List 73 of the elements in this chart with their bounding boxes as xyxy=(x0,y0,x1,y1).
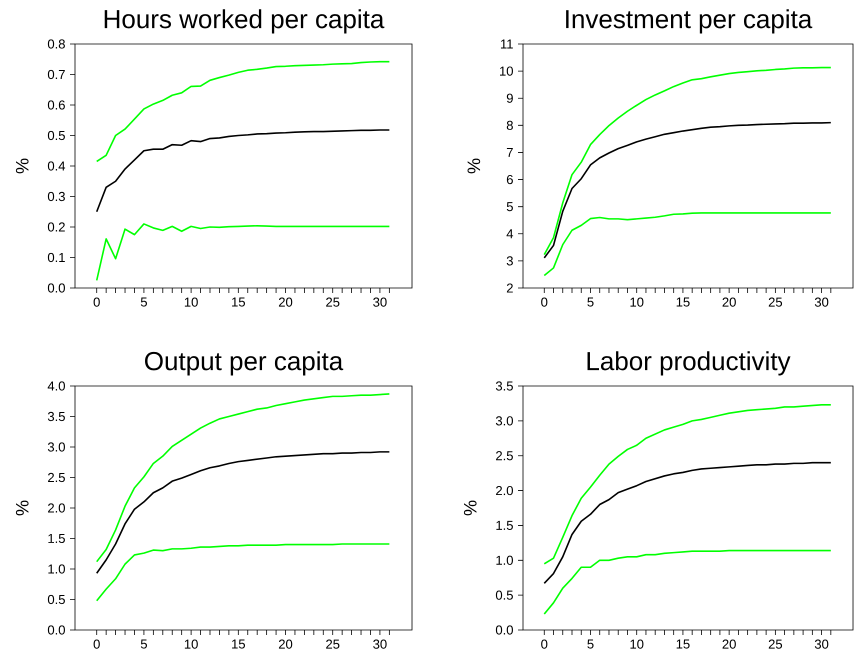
x-tick-label: 5 xyxy=(587,298,594,307)
y-tick-label: 10 xyxy=(500,66,513,76)
x-tick-label: 15 xyxy=(232,640,245,649)
x-tick-label: 30 xyxy=(373,298,387,307)
y-tick-label: 0.8 xyxy=(48,39,65,49)
y-tick-label: 0.4 xyxy=(48,161,66,171)
x-tick-label: 25 xyxy=(326,640,340,649)
y-tick-label: 0.2 xyxy=(48,222,65,232)
chart-title: Investment per capita xyxy=(566,9,812,34)
y-tick-label: 0.5 xyxy=(48,594,65,604)
x-tick-label: 0 xyxy=(541,640,548,649)
y-tick-label: 0.1 xyxy=(48,252,65,262)
x-tick-label: 25 xyxy=(768,640,782,649)
x-tick-label: 25 xyxy=(768,298,782,307)
y-tick-label: 2.5 xyxy=(496,451,513,460)
y-axis-title: % xyxy=(16,500,29,516)
y-tick-label: 8 xyxy=(506,120,513,130)
y-tick-label: 4 xyxy=(506,229,514,238)
x-tick-label: 0 xyxy=(94,298,100,307)
x-tick-label: 5 xyxy=(140,298,147,307)
x-tick-label: 5 xyxy=(587,640,594,649)
y-tick-label: 11 xyxy=(500,40,513,48)
y-tick-label: 2 xyxy=(506,283,513,293)
y-tick-label: 1.0 xyxy=(496,556,513,565)
x-tick-label: 30 xyxy=(814,640,828,649)
x-tick-label: 15 xyxy=(676,298,690,307)
y-tick-label: 3.0 xyxy=(48,442,65,452)
y-tick-label: 0.0 xyxy=(48,283,65,293)
x-tick-label: 5 xyxy=(140,640,147,649)
x-tick-label: 10 xyxy=(184,298,198,307)
y-tick-label: 0.6 xyxy=(48,100,65,110)
x-tick-label: 20 xyxy=(278,640,292,649)
y-axis-title: % xyxy=(464,500,477,516)
x-tick-label: 0 xyxy=(541,298,548,307)
y-axis-title: % xyxy=(468,158,480,174)
y-axis-title: % xyxy=(16,158,29,174)
chart-title: Hours worked per capita xyxy=(104,9,384,34)
y-tick-label: 4.0 xyxy=(48,381,65,391)
y-tick-label: 1.5 xyxy=(496,520,513,530)
y-tick-label: 3 xyxy=(506,256,513,266)
x-tick-label: 20 xyxy=(722,640,736,649)
y-tick-label: 0.5 xyxy=(48,130,65,140)
y-tick-label: 2.0 xyxy=(48,503,65,513)
chart-title: Labor productivity xyxy=(588,351,791,376)
y-tick-label: 3.5 xyxy=(48,412,65,422)
y-tick-label: 0.5 xyxy=(496,590,513,600)
y-tick-label: 7 xyxy=(506,148,513,157)
y-tick-label: 3.0 xyxy=(496,416,513,426)
y-tick-label: 6 xyxy=(506,174,513,184)
x-tick-label: 10 xyxy=(630,640,644,649)
x-tick-label: 25 xyxy=(326,298,340,307)
y-tick-label: 2.0 xyxy=(496,486,513,496)
x-tick-label: 0 xyxy=(94,640,100,649)
x-tick-label: 15 xyxy=(676,640,690,649)
chart-title: Output per capita xyxy=(145,351,344,376)
x-tick-label: 30 xyxy=(814,298,828,307)
x-tick-label: 20 xyxy=(278,298,292,307)
y-tick-label: 0.0 xyxy=(48,625,65,635)
y-tick-label: 1.5 xyxy=(48,534,65,544)
y-tick-label: 0.3 xyxy=(48,192,65,202)
x-tick-label: 10 xyxy=(630,298,644,307)
y-tick-label: 0.7 xyxy=(48,70,65,80)
y-tick-label: 9 xyxy=(506,94,513,103)
y-tick-label: 2.5 xyxy=(48,472,65,482)
line-series xyxy=(543,66,832,256)
y-tick-label: 3.5 xyxy=(496,381,513,391)
x-tick-label: 20 xyxy=(722,298,736,307)
x-tick-label: 15 xyxy=(232,298,245,307)
y-tick-label: 5 xyxy=(506,202,513,212)
y-tick-label: 0.0 xyxy=(496,625,513,635)
x-tick-label: 10 xyxy=(184,640,198,649)
x-tick-label: 30 xyxy=(373,640,387,649)
y-tick-label: 1.0 xyxy=(48,564,65,574)
